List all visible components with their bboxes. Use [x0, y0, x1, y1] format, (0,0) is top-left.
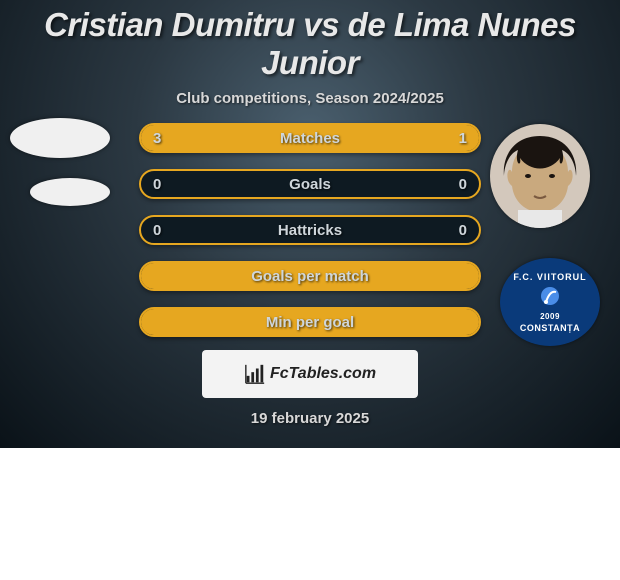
club-right-bottom: CONSTANȚA: [520, 323, 580, 333]
player-left-avatar: [10, 118, 110, 158]
bar-value-left: 0: [153, 217, 161, 243]
page-title: Cristian Dumitru vs de Lima Nunes Junior: [0, 0, 620, 82]
bar-label: Goals: [141, 171, 479, 197]
stat-bar: Hattricks0 0: [139, 215, 481, 245]
club-right-top: F.C. VIITORUL: [513, 272, 586, 282]
club-right-year: 2009: [540, 312, 560, 321]
bar-value-right: 1: [459, 125, 467, 151]
footer-date: 19 february 2025: [0, 410, 620, 427]
stats-bars: Matches31Goals00Hattricks00Goals per mat…: [139, 123, 481, 353]
bar-value-left: 0: [153, 171, 161, 197]
stat-bar: Matches3 1: [139, 123, 481, 153]
stat-bar: Goals per match: [139, 261, 481, 291]
bar-label: Goals per match: [141, 263, 479, 289]
footer-brand: FcTables.com: [202, 350, 418, 398]
player-left-club-logo: [30, 178, 110, 206]
bar-label: Hattricks: [141, 217, 479, 243]
bar-chart-icon: [244, 363, 266, 385]
portrait-icon: [490, 124, 590, 228]
player-right-avatar: [490, 124, 590, 228]
infographic-container: Cristian Dumitru vs de Lima Nunes Junior…: [0, 0, 620, 448]
stat-bar: Min per goal: [139, 307, 481, 337]
club-crest-icon: [536, 282, 564, 310]
footer-brand-text: FcTables.com: [270, 365, 376, 383]
bar-value-left: 3: [153, 125, 161, 151]
bar-label: Matches: [141, 125, 479, 151]
bar-value-right: 0: [459, 171, 467, 197]
bar-label: Min per goal: [141, 309, 479, 335]
bar-value-right: 0: [459, 217, 467, 243]
stat-bar: Goals0 0: [139, 169, 481, 199]
player-right-club-logo: F.C. VIITORUL 2009 CONSTANȚA: [500, 258, 600, 346]
page-subtitle: Club competitions, Season 2024/2025: [0, 90, 620, 107]
